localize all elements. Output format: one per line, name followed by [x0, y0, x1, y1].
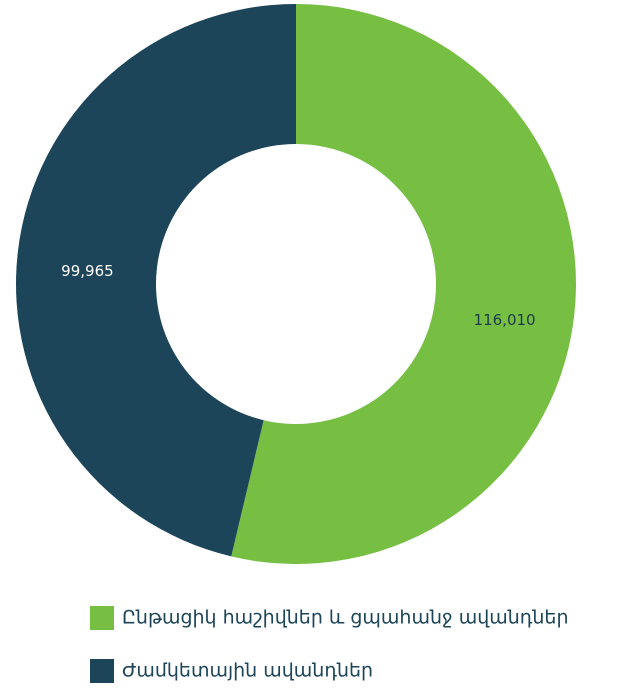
- legend-swatch: [90, 606, 114, 630]
- legend-swatch: [90, 659, 114, 683]
- legend-label: Ընթացիկ հաշիվներ և ցպահանջ ավանդներ: [122, 607, 569, 629]
- donut-slice: [231, 4, 577, 564]
- value-label: 99,965: [61, 262, 114, 280]
- donut-slice: [16, 3, 297, 557]
- legend-label: Ժամկետային ավանդներ: [122, 660, 373, 682]
- value-label: 116,010: [474, 311, 536, 329]
